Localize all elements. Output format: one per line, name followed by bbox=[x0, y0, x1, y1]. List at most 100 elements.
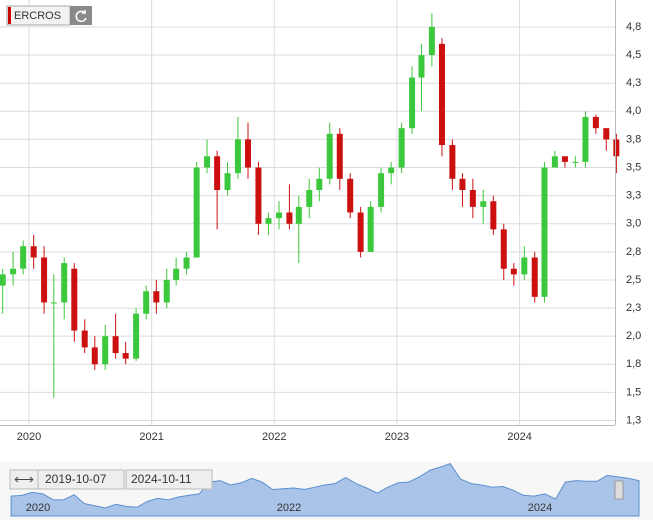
candle-body bbox=[275, 212, 282, 219]
y-tick-label: 4,5 bbox=[626, 49, 641, 61]
candle-body bbox=[91, 347, 98, 365]
candle-body bbox=[41, 257, 48, 303]
candle-body bbox=[102, 336, 109, 365]
candle-body bbox=[378, 173, 385, 207]
candle-body bbox=[572, 161, 579, 163]
y-tick-label: 2,3 bbox=[626, 302, 641, 314]
navigator: 2020 2022 2024 bbox=[10, 463, 640, 517]
candle-body bbox=[336, 133, 343, 179]
y-tick-label: 1,5 bbox=[626, 386, 641, 398]
y-tick-label: 1,8 bbox=[626, 358, 641, 370]
candle-body bbox=[459, 178, 466, 191]
candle-body bbox=[133, 313, 140, 359]
candle-body bbox=[592, 116, 599, 129]
range-start-field[interactable] bbox=[37, 469, 125, 490]
candle-body bbox=[10, 268, 17, 275]
candle-body bbox=[480, 201, 487, 207]
candle-body bbox=[295, 206, 302, 224]
navigator-tick-label: 2022 bbox=[277, 502, 301, 514]
candle-body bbox=[286, 212, 293, 224]
range-icon bbox=[14, 476, 34, 483]
candle-body bbox=[490, 201, 497, 230]
candle-body bbox=[81, 330, 88, 348]
candle-body bbox=[143, 291, 150, 314]
candle-body bbox=[265, 218, 272, 224]
y-tick-label: 2,0 bbox=[626, 330, 641, 342]
candle-body bbox=[224, 173, 231, 191]
x-tick-label: 2023 bbox=[385, 431, 409, 443]
candle-body bbox=[50, 302, 57, 304]
range-selector: 2019-10-07 2024-10-11 bbox=[9, 469, 213, 490]
candle-body bbox=[0, 274, 6, 286]
candle-body bbox=[306, 190, 313, 207]
refresh-icon bbox=[75, 10, 87, 23]
candle-body bbox=[398, 128, 405, 168]
range-end-field[interactable] bbox=[125, 469, 213, 490]
candle-body bbox=[551, 156, 558, 168]
candle-body bbox=[438, 43, 445, 146]
y-tick-label: 3,3 bbox=[626, 190, 641, 202]
candle-body bbox=[71, 268, 78, 331]
candle-body bbox=[163, 279, 170, 303]
candle-body bbox=[234, 139, 241, 174]
candle-body bbox=[500, 229, 507, 269]
range-end: 2024-10-11 bbox=[131, 472, 192, 486]
y-tick-label: 1,3 bbox=[626, 414, 641, 426]
x-tick-label: 2022 bbox=[262, 431, 286, 443]
candle-body bbox=[531, 257, 538, 297]
y-tick-label: 3,8 bbox=[626, 133, 641, 145]
candle-body bbox=[510, 268, 517, 275]
navigator-handle[interactable] bbox=[614, 480, 624, 500]
symbol-title: ERCROS bbox=[14, 10, 61, 22]
candle-body bbox=[469, 190, 476, 207]
candle-body bbox=[173, 268, 180, 280]
candle-body bbox=[214, 156, 221, 191]
candle-body bbox=[582, 116, 589, 162]
candle-body bbox=[153, 291, 160, 303]
symbol-box: ERCROS bbox=[6, 5, 92, 26]
candle-body bbox=[521, 257, 528, 275]
candle-body bbox=[245, 139, 252, 168]
candle-body bbox=[326, 133, 333, 179]
candle-body bbox=[316, 178, 323, 191]
y-tick-label: 4,3 bbox=[626, 77, 641, 89]
y-tick-label: 2,8 bbox=[626, 246, 641, 258]
y-tick-label: 3,0 bbox=[626, 218, 641, 230]
candle-body bbox=[388, 167, 395, 174]
y-tick-label: 4,0 bbox=[626, 105, 641, 117]
candle-body bbox=[255, 167, 262, 224]
navigator-area bbox=[10, 463, 640, 517]
candle-body bbox=[357, 212, 364, 252]
candle-body bbox=[409, 77, 416, 129]
candle-body bbox=[418, 55, 425, 78]
candle-body bbox=[561, 156, 568, 162]
x-tick-label: 2024 bbox=[507, 431, 531, 443]
candle-body bbox=[61, 263, 68, 303]
candle-body bbox=[613, 139, 620, 157]
candle-body bbox=[347, 178, 354, 213]
navigator-tick-label: 2020 bbox=[26, 502, 50, 514]
candle-body bbox=[603, 128, 610, 140]
candle-body bbox=[20, 246, 27, 269]
navigator-tick-label: 2024 bbox=[528, 502, 552, 514]
candle-body bbox=[122, 353, 129, 359]
candle-body bbox=[541, 167, 548, 297]
x-tick-label: 2020 bbox=[17, 431, 41, 443]
candle-body bbox=[449, 145, 456, 179]
candle-body bbox=[193, 167, 200, 258]
x-tick-label: 2021 bbox=[139, 431, 163, 443]
candle-body bbox=[367, 206, 374, 252]
symbol-marker bbox=[8, 7, 11, 24]
y-tick-label: 4,8 bbox=[626, 21, 641, 33]
candle-body bbox=[204, 156, 211, 168]
range-start: 2019-10-07 bbox=[45, 472, 107, 486]
plot-area bbox=[0, 0, 620, 425]
candle-body bbox=[30, 246, 37, 258]
candle-body bbox=[428, 26, 435, 56]
candle-body bbox=[183, 257, 190, 269]
refresh-button[interactable] bbox=[70, 6, 92, 25]
y-tick-label: 3,5 bbox=[626, 161, 641, 173]
